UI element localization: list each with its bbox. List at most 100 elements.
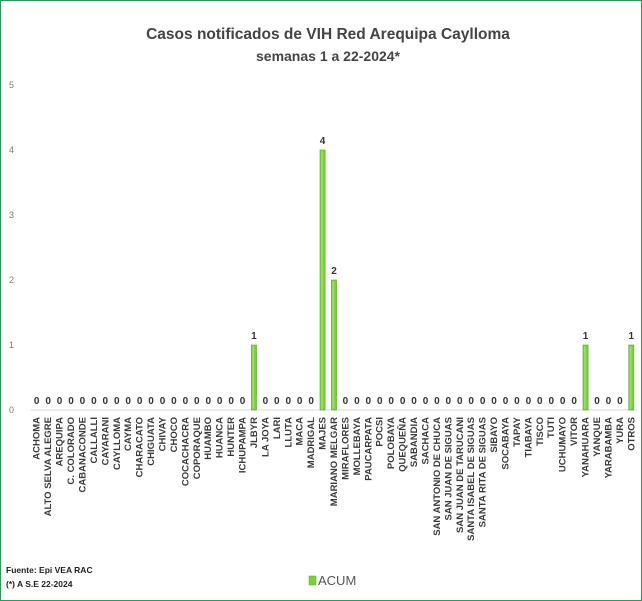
data-label: 0	[468, 396, 474, 407]
y-tick-label: 1	[9, 340, 14, 350]
data-label: 0	[57, 396, 63, 407]
x-tick-label: HUANCA	[215, 417, 226, 458]
data-label: 0	[160, 396, 166, 407]
x-tick-label: PAUCARPATA	[363, 417, 374, 481]
x-tick-label: AREQUIPA	[55, 417, 66, 467]
y-tick-label: 0	[9, 405, 14, 415]
data-label: 0	[148, 396, 154, 407]
data-label: 0	[491, 396, 497, 407]
bar	[582, 344, 589, 411]
data-label: 0	[125, 396, 131, 407]
data-label: 0	[228, 396, 234, 407]
x-tick-label: TISCO	[535, 417, 546, 446]
x-tick-label: POLOBAYA	[386, 417, 397, 469]
data-label: 0	[137, 396, 143, 407]
x-tick-label: SOCABAYA	[501, 417, 512, 470]
x-tick-label: LA JOYA	[260, 417, 271, 457]
data-label: 0	[354, 396, 360, 407]
bar-highlight	[332, 281, 335, 409]
data-label: 0	[411, 396, 417, 407]
x-tick-label: CAYLLOMA	[112, 417, 123, 470]
x-tick-label: CAYARANI	[100, 417, 111, 465]
data-label: 0	[171, 396, 177, 407]
x-tick-label: ALTO SELVA ALEGRE	[43, 417, 54, 516]
x-tick-label: YANAHUARA	[581, 417, 592, 477]
data-label: 0	[205, 396, 211, 407]
data-label: 0	[457, 396, 463, 407]
x-tick-label: JLBYR	[249, 417, 260, 448]
data-label: 0	[183, 396, 189, 407]
legend-label: ACUM	[318, 573, 356, 588]
data-label: 0	[537, 396, 543, 407]
data-label: 0	[366, 396, 372, 407]
data-label: 0	[240, 396, 246, 407]
data-label: 0	[617, 396, 623, 407]
x-tick-label: CHARACATO	[135, 417, 146, 477]
x-tick-label: CABANACONDE	[77, 417, 88, 492]
data-label: 0	[480, 396, 486, 407]
y-tick-label: 2	[9, 275, 14, 285]
footnote: (*) A S.E 22-2024	[6, 579, 73, 589]
x-tick-label: TUTI	[546, 417, 557, 438]
data-label: 0	[526, 396, 532, 407]
x-tick-label: SAN JUAN DE TARUCANI	[455, 417, 466, 533]
data-label: 0	[571, 396, 577, 407]
x-tick-label: CHOCO	[169, 417, 180, 452]
x-tick-label: TIABAYA	[523, 417, 534, 458]
x-tick-label: MIRAFLORES	[340, 417, 351, 480]
bars-group	[251, 149, 635, 411]
y-tick-label: 3	[9, 210, 14, 220]
x-tick-label: MACA	[295, 417, 306, 446]
data-label: 0	[34, 396, 40, 407]
bar	[628, 344, 635, 411]
x-tick-label: ACHOMA	[32, 417, 43, 460]
x-tick-label: COCACHACRA	[180, 417, 191, 486]
data-label: 4	[320, 136, 326, 147]
x-tick-label: HUNTER	[226, 417, 237, 457]
data-label: 0	[503, 396, 509, 407]
data-label: 0	[68, 396, 74, 407]
data-label: 0	[343, 396, 349, 407]
x-tick-label: HUAMBO	[203, 417, 214, 460]
data-label: 0	[548, 396, 554, 407]
data-label: 0	[308, 396, 314, 407]
bar	[331, 279, 337, 411]
x-tick-label: MARIANO MELGAR	[329, 417, 340, 506]
x-tick-label: SACHACA	[420, 417, 431, 465]
bar	[319, 149, 326, 411]
y-tick-label: 4	[9, 145, 14, 155]
x-tick-label: SABANDIA	[409, 417, 420, 467]
data-label: 0	[514, 396, 520, 407]
chart-subtitle: semanas 1 a 22-2024*	[256, 48, 401, 64]
x-tick-label: OTROS	[626, 417, 637, 451]
x-tick-label: QUEQUEÑA	[398, 417, 409, 472]
data-label: 0	[400, 396, 406, 407]
x-tick-label: SANTA RITA DE SIGUAS	[478, 417, 489, 527]
x-tick-label: COPORAQUE	[192, 417, 203, 479]
x-tick-labels-group: ACHOMA ALTO SELVA ALEGRE AREQUIPA C. COLORA…	[32, 416, 638, 541]
x-tick-label: SAN ANTONIO DE CHUCA	[432, 417, 443, 536]
x-tick-label: SIBAYO	[489, 417, 500, 453]
bar-highlight	[252, 346, 255, 409]
x-tick-label: CALLALLI	[89, 417, 100, 463]
x-tick-label: LLUTA	[283, 417, 294, 448]
data-label: 0	[103, 396, 109, 407]
bar-highlight	[583, 346, 586, 409]
x-tick-label: VITOR	[569, 417, 580, 446]
bar	[251, 344, 257, 411]
x-tick-label: YARABAMBA	[603, 417, 614, 479]
bar-highlight	[629, 346, 632, 409]
data-label: 1	[629, 331, 635, 342]
x-tick-label: CAYMA	[123, 417, 134, 451]
x-tick-label: CHIVAY	[157, 416, 168, 451]
data-label: 0	[388, 396, 394, 407]
x-tick-label: TAPAY	[512, 416, 523, 447]
data-label: 0	[297, 396, 303, 407]
data-label: 0	[263, 396, 269, 407]
data-label: 2	[331, 266, 337, 277]
data-label: 0	[91, 396, 97, 407]
data-label: 1	[583, 331, 589, 342]
x-tick-label: SAN JUAN DE SIGUAS	[443, 417, 454, 520]
x-tick-label: MOLLEBAYA	[352, 417, 363, 476]
data-label: 0	[434, 396, 440, 407]
